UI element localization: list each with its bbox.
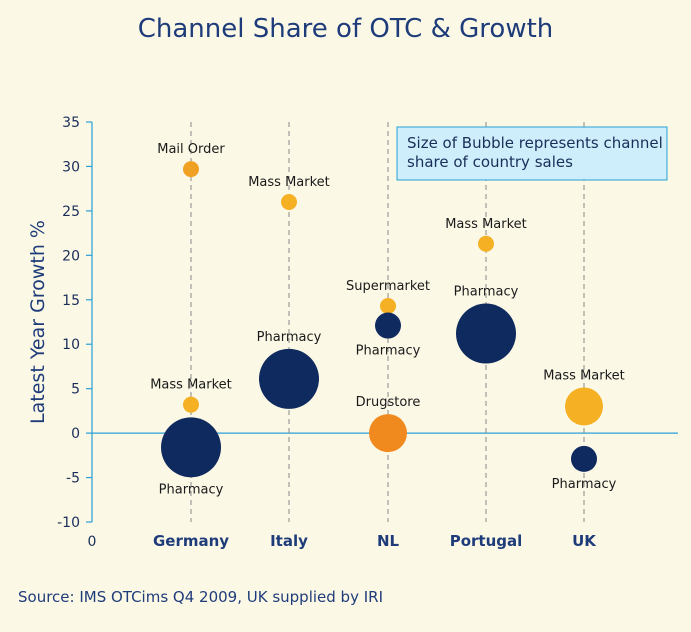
y-tick-label: 15 bbox=[62, 293, 80, 309]
bubble-label: Mass Market bbox=[150, 378, 232, 393]
y-tick-label: -5 bbox=[66, 471, 80, 487]
annotation-text: Size of Bubble represents channel bbox=[407, 134, 663, 152]
bubble-label: Pharmacy bbox=[454, 285, 519, 300]
bubble-label: Pharmacy bbox=[552, 477, 617, 492]
bubble-uk-mass-market bbox=[565, 387, 603, 426]
y-tick-label: 0 bbox=[71, 426, 80, 442]
bubble-nl-supermarket bbox=[380, 298, 396, 314]
bubble-label: Mass Market bbox=[445, 217, 527, 232]
bubble-italy-mass-market bbox=[281, 194, 297, 210]
annotation-text: share of country sales bbox=[407, 153, 573, 171]
bubble-uk-pharmacy bbox=[571, 445, 597, 472]
y-tick-label: 20 bbox=[62, 248, 80, 264]
bubble-germany-mass-market bbox=[183, 396, 199, 413]
bubble-label: Mass Market bbox=[543, 368, 625, 383]
bubble-label: Pharmacy bbox=[356, 344, 421, 359]
bubble-label: Mass Market bbox=[248, 175, 330, 190]
annotation-box bbox=[396, 126, 668, 181]
bubble-germany-mail-order bbox=[183, 161, 199, 178]
bubble-label: Drugstore bbox=[356, 395, 421, 410]
bubble-portugal-mass-market bbox=[478, 235, 494, 252]
chart-title: Channel Share of OTC & Growth bbox=[137, 14, 554, 44]
y-tick-label: 5 bbox=[71, 382, 80, 398]
x-category-label: NL bbox=[377, 532, 400, 550]
bubble-label: Pharmacy bbox=[159, 482, 224, 497]
bubble-label: Supermarket bbox=[346, 279, 430, 294]
bubble-label: Mail Order bbox=[157, 142, 225, 157]
x-category-label: Italy bbox=[270, 532, 308, 550]
y-tick-label: 35 bbox=[62, 115, 80, 131]
bubble-portugal-pharmacy bbox=[456, 303, 516, 364]
bubble-nl-drugstore bbox=[369, 414, 407, 453]
y-tick-label: 30 bbox=[62, 159, 80, 175]
x-origin-label: 0 bbox=[88, 534, 97, 550]
bubble-nl-pharmacy bbox=[375, 312, 401, 339]
y-tick-label: 10 bbox=[62, 337, 80, 353]
source-note: Source: IMS OTCims Q4 2009, UK supplied … bbox=[18, 588, 383, 606]
y-axis-title: Latest Year Growth % bbox=[27, 220, 49, 424]
x-category-label: Germany bbox=[153, 532, 229, 550]
y-tick-label: -10 bbox=[57, 515, 80, 531]
x-category-label: UK bbox=[572, 532, 597, 550]
x-category-label: Portugal bbox=[450, 532, 523, 550]
y-tick-label: 25 bbox=[62, 204, 80, 220]
bubble-italy-pharmacy bbox=[259, 348, 319, 409]
bubble-germany-pharmacy bbox=[161, 417, 221, 478]
bubble-label: Pharmacy bbox=[257, 330, 322, 345]
